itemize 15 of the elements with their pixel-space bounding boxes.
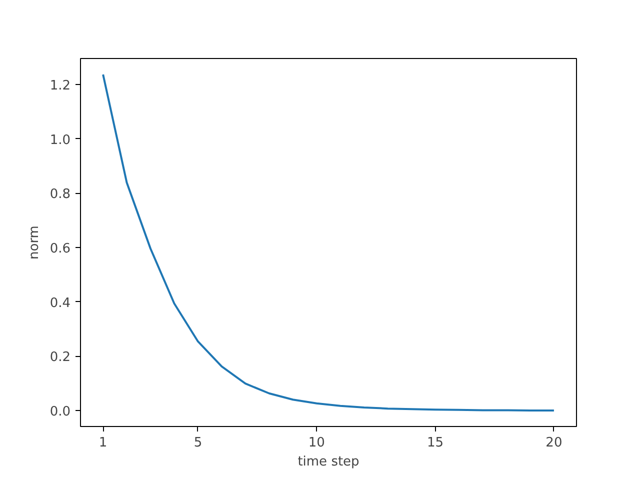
y-tick-label: 0.0 (50, 404, 71, 420)
x-axis-title: time step (298, 454, 360, 470)
y-tick-label: 0.2 (50, 350, 71, 366)
x-tick-label: 10 (308, 436, 325, 450)
x-tick-label: 1 (98, 436, 108, 450)
y-axis-title: norm (26, 226, 42, 260)
y-tick-label: 1.2 (50, 78, 71, 94)
x-tick-label: 20 (546, 436, 562, 450)
y-tick-label: 0.8 (50, 187, 71, 202)
y-tick-label: 0.6 (50, 242, 71, 257)
y-tick-label: 1.0 (50, 132, 71, 148)
x-tick-label: 5 (194, 436, 202, 450)
line-series (102, 74, 555, 412)
y-tick-label: 0.4 (50, 296, 71, 311)
x-tick-label: 15 (427, 436, 444, 450)
